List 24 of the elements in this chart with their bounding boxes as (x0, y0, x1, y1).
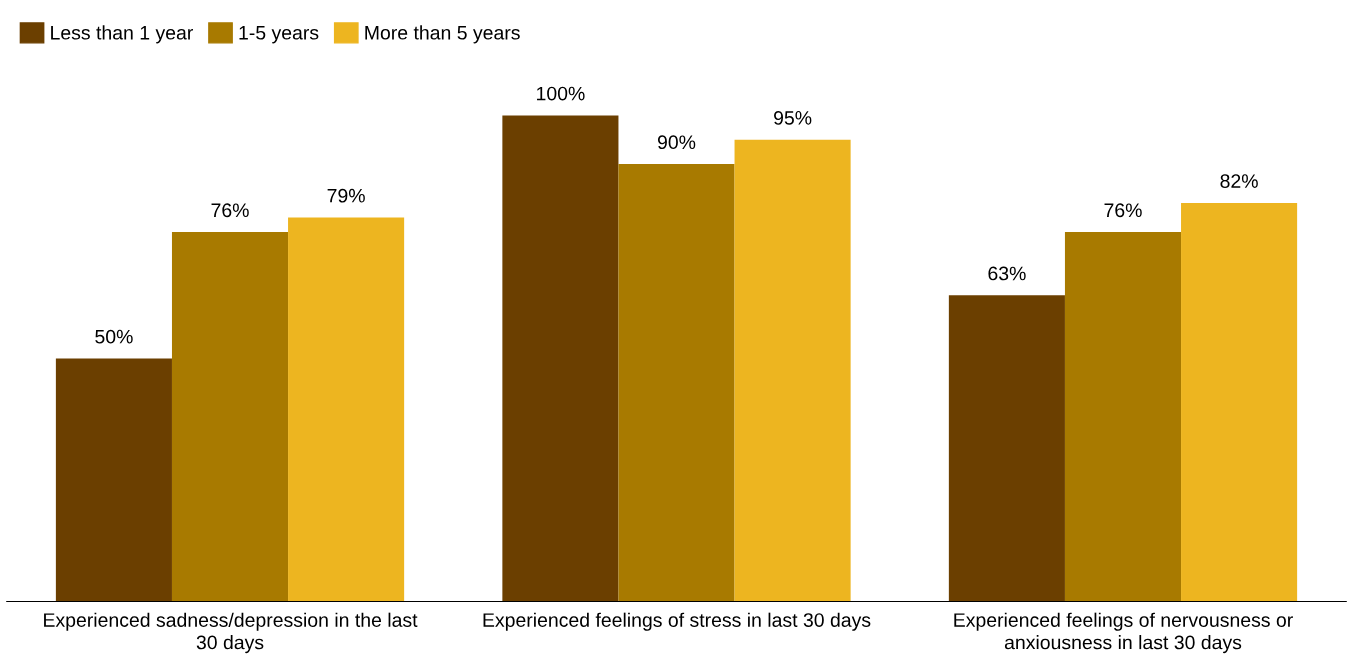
x-tick-label: Experienced sadness/depression in the last 30 days (44, 612, 418, 654)
text: 90% (657, 135, 696, 150)
bar (734, 139, 851, 602)
text: 95% (774, 110, 812, 125)
legend-label: Less than 1 year (51, 25, 193, 44)
text: 63% (988, 266, 1026, 281)
bar (502, 115, 619, 602)
text: 76% (211, 203, 249, 218)
x-tick-label: Experienced feelings of stress in last 30 days (483, 612, 871, 631)
legend-label: More than 5 years (365, 25, 520, 44)
bar (1064, 232, 1182, 602)
bar (171, 232, 289, 602)
bar (948, 295, 1065, 602)
text: 50% (95, 329, 133, 344)
bar (1181, 202, 1298, 602)
bar (618, 164, 735, 602)
text: 82% (1220, 174, 1258, 188)
text: 100% (537, 86, 585, 101)
bar (55, 358, 172, 602)
bar (288, 217, 405, 602)
text: 79% (327, 188, 365, 203)
text: 76% (1104, 203, 1142, 218)
legend-label: 1-5 years (239, 26, 319, 44)
x-tick-label: Experienced feelings of nervousness or anxiousness in last 30 days (954, 612, 1293, 654)
